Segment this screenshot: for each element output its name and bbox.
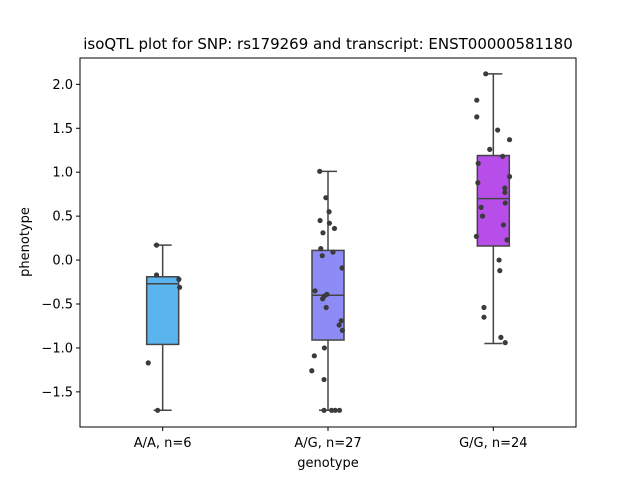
data-point — [339, 265, 345, 271]
data-point — [497, 268, 503, 274]
data-point — [331, 225, 338, 232]
data-point — [329, 407, 335, 413]
data-point — [500, 222, 507, 228]
data-point — [496, 257, 502, 263]
data-point — [323, 195, 329, 201]
data-point — [502, 340, 508, 346]
data-point — [474, 114, 480, 120]
data-point — [332, 407, 338, 413]
y-tick-label: 0.0 — [52, 254, 73, 269]
data-point — [320, 230, 326, 236]
data-point — [176, 284, 183, 290]
box-group — [476, 73, 511, 345]
data-point — [481, 314, 487, 320]
data-point — [321, 345, 327, 351]
data-point — [317, 217, 323, 224]
data-point — [339, 327, 345, 333]
data-point — [473, 233, 480, 239]
data-point — [474, 97, 480, 103]
data-point — [323, 304, 329, 311]
y-tick-label: 0.5 — [52, 210, 73, 225]
data-point — [309, 368, 315, 374]
data-point — [312, 288, 318, 294]
data-point — [311, 353, 317, 359]
data-point — [321, 376, 327, 383]
data-point — [336, 407, 343, 413]
y-tick-label: −1.5 — [41, 385, 73, 400]
data-point — [326, 209, 332, 215]
data-point — [506, 137, 513, 143]
data-point — [502, 189, 508, 196]
data-point — [155, 407, 161, 413]
x-axis-label: genotype — [297, 456, 358, 471]
y-axis: −1.5 −1.0 −0.5 0.0 0.5 1.0 1.5 2.0 — [41, 78, 80, 400]
data-point — [338, 318, 344, 324]
data-point — [502, 185, 508, 191]
y-tick-label: −0.5 — [41, 298, 73, 313]
x-tick-label: G/G, n=24 — [459, 436, 527, 451]
data-point — [500, 153, 506, 159]
data-point — [145, 360, 151, 366]
data-point — [478, 204, 484, 210]
data-point — [326, 220, 333, 226]
plot-area — [145, 71, 513, 413]
y-tick-label: 2.0 — [52, 78, 73, 93]
data-point — [506, 174, 513, 180]
data-point — [502, 200, 508, 206]
data-point — [320, 296, 326, 302]
data-point — [318, 246, 324, 252]
data-point — [481, 304, 487, 311]
y-tick-label: −1.0 — [41, 341, 73, 356]
x-axis: A/A, n=6 A/G, n=27 G/G, n=24 — [134, 427, 528, 451]
data-point — [330, 249, 336, 255]
y-axis-label: phenotype — [18, 207, 33, 277]
data-point — [479, 213, 486, 219]
x-tick-label: A/A, n=6 — [134, 436, 192, 451]
data-point — [483, 71, 489, 77]
data-point — [475, 160, 481, 167]
data-point — [475, 180, 481, 186]
data-point — [504, 237, 510, 243]
data-point — [153, 242, 160, 248]
y-tick-label: 1.5 — [52, 122, 73, 137]
y-tick-label: 1.0 — [52, 166, 73, 181]
data-point — [321, 407, 327, 413]
data-point — [498, 334, 504, 340]
data-point — [176, 276, 182, 282]
data-point — [336, 322, 342, 328]
x-tick-label: A/G, n=27 — [294, 436, 361, 451]
chart-title: isoQTL plot for SNP: rs179269 and transc… — [83, 35, 573, 53]
data-point — [317, 168, 323, 174]
box-iqr — [145, 276, 180, 346]
data-point — [153, 272, 160, 278]
data-point — [319, 253, 325, 259]
data-point — [495, 127, 501, 133]
data-point — [487, 146, 493, 152]
box-group — [145, 244, 180, 412]
